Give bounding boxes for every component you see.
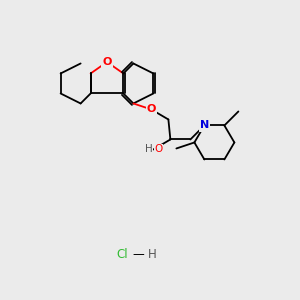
Text: O: O bbox=[102, 57, 112, 67]
Text: H: H bbox=[145, 145, 152, 154]
Text: O: O bbox=[147, 104, 156, 115]
Text: O: O bbox=[154, 145, 163, 154]
Text: —: — bbox=[132, 248, 144, 262]
Text: H: H bbox=[148, 248, 156, 262]
Text: Cl: Cl bbox=[116, 248, 128, 262]
Text: N: N bbox=[200, 121, 209, 130]
